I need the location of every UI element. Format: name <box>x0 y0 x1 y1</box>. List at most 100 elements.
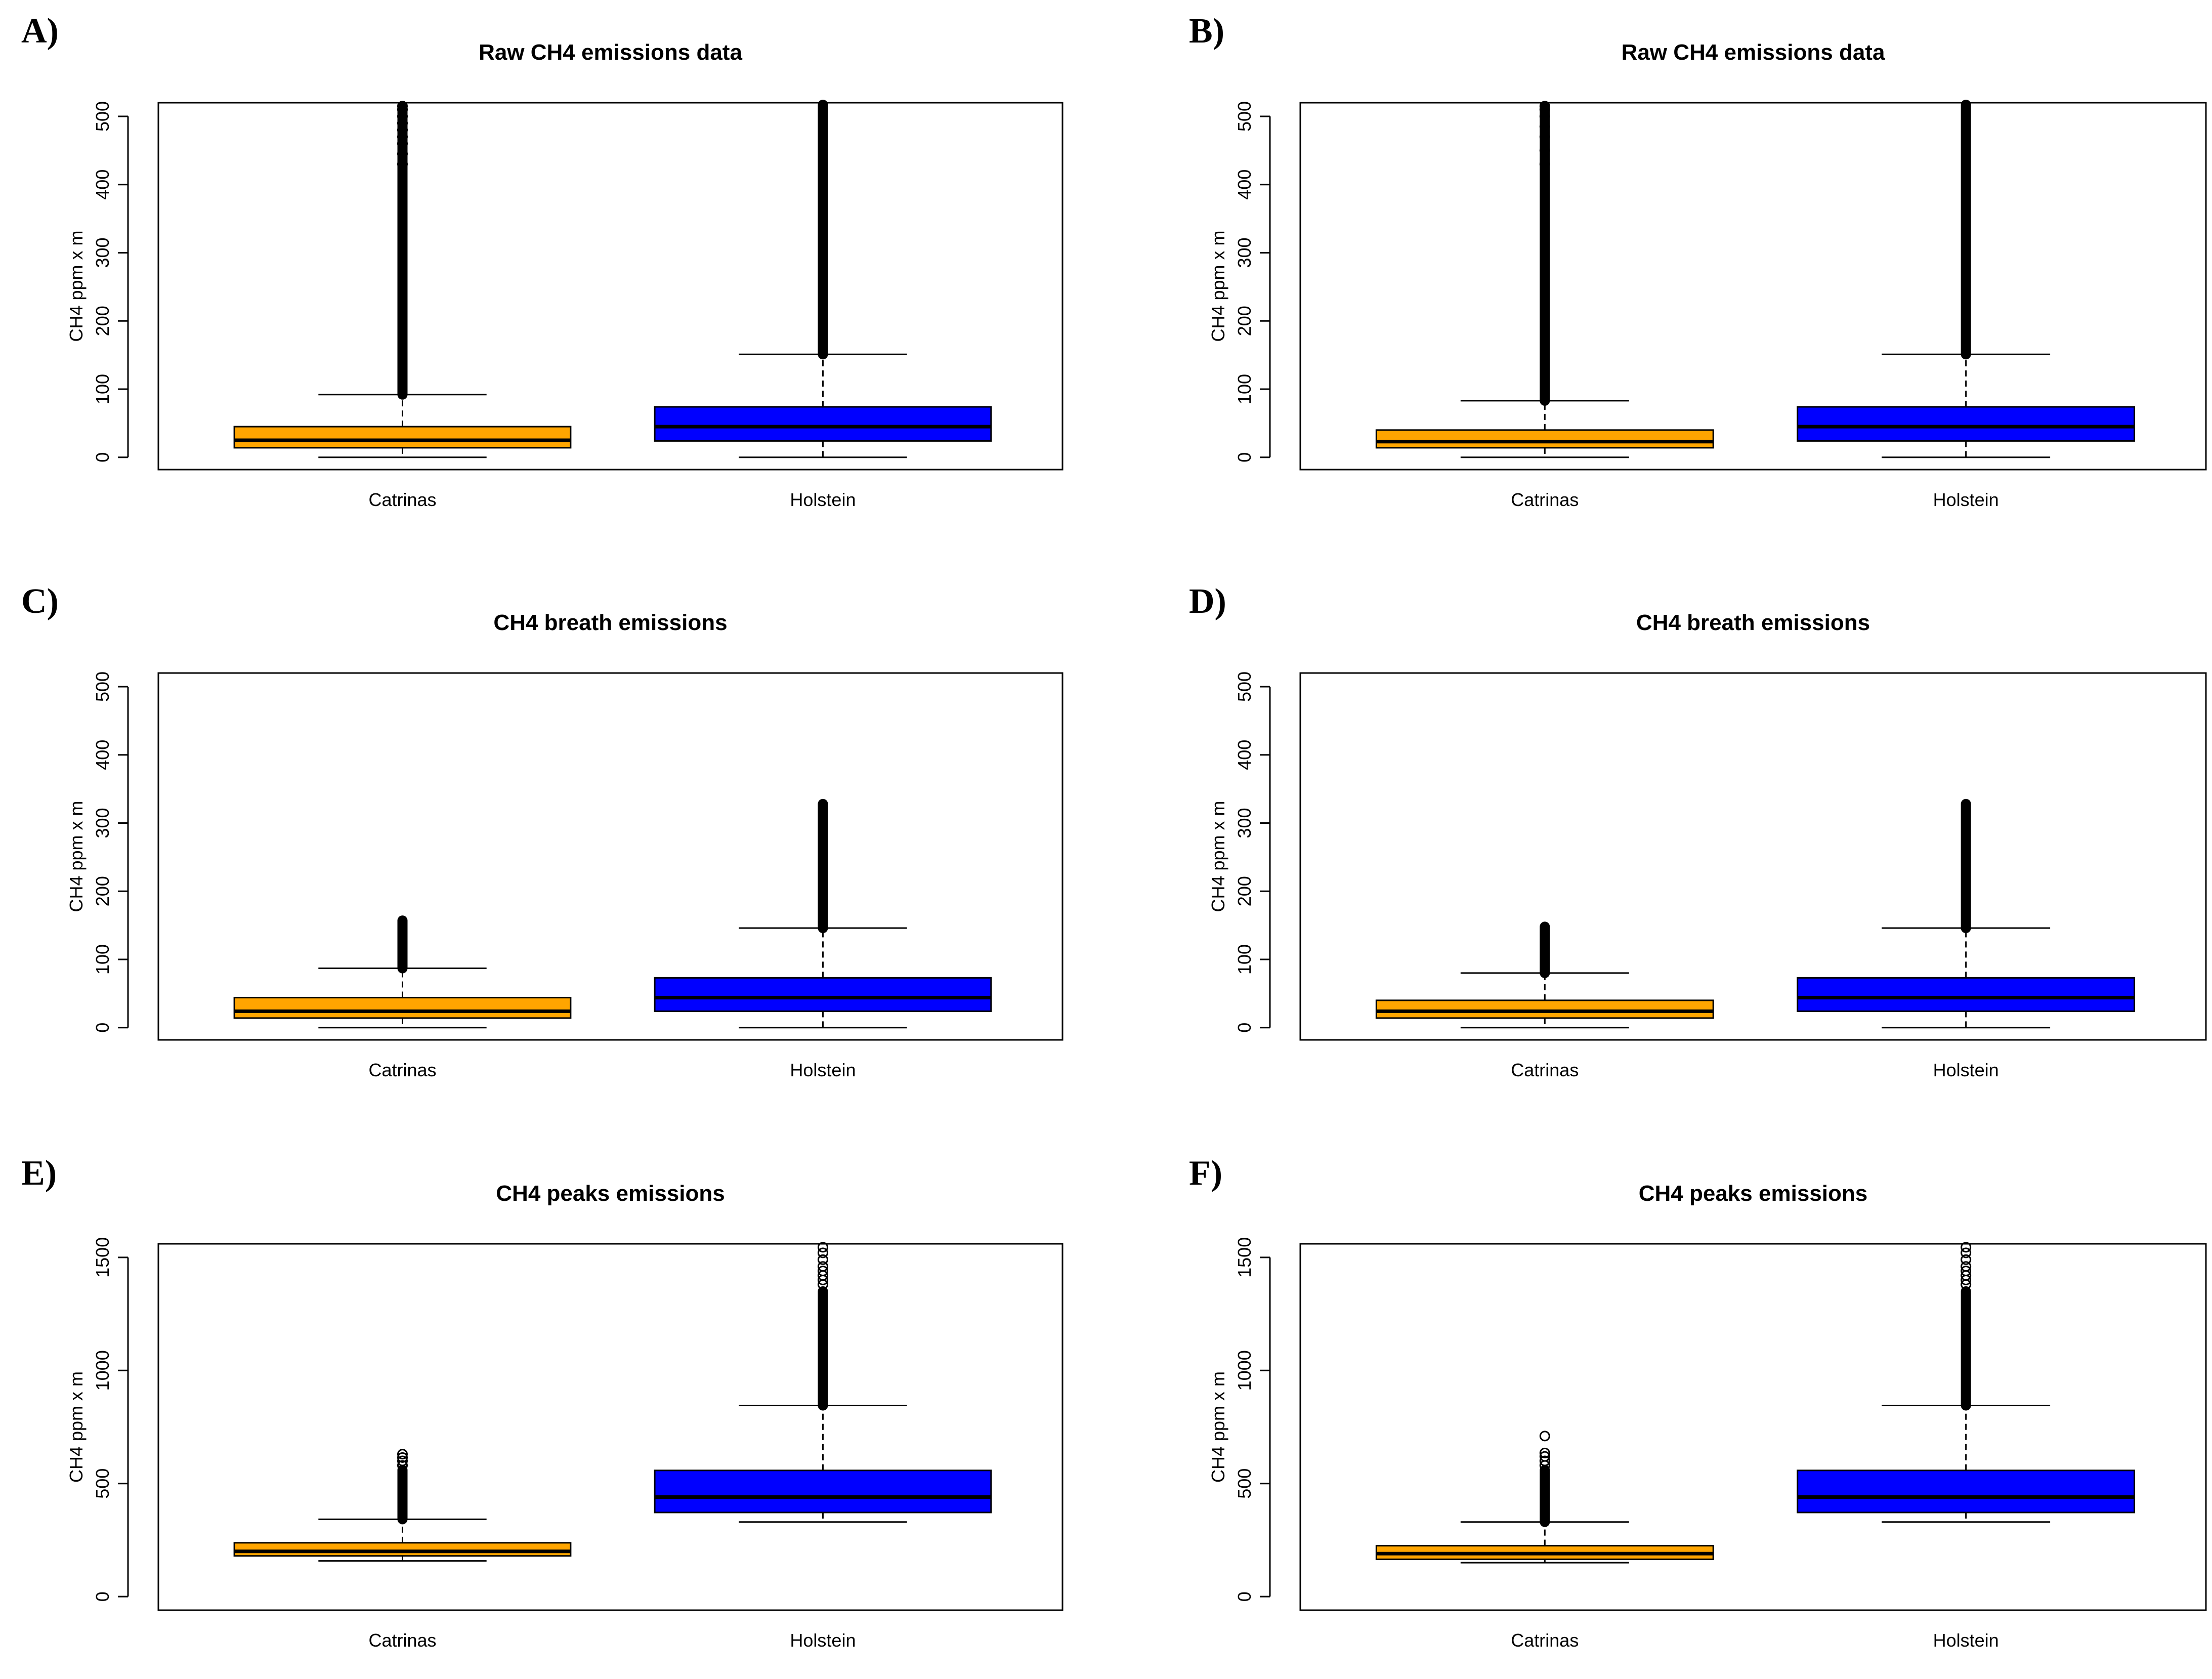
y-tick-label: 200 <box>92 306 113 336</box>
y-axis-label: CH4 ppm x m <box>1208 1371 1228 1483</box>
outlier-point <box>397 131 408 142</box>
chart-title: CH4 peaks emissions <box>496 1181 725 1206</box>
outlier-point <box>1539 1455 1550 1466</box>
y-axis-label: CH4 ppm x m <box>1208 230 1228 342</box>
box-body <box>233 426 572 449</box>
outlier-point <box>1539 1431 1550 1442</box>
y-tick-label: 0 <box>1234 1591 1255 1602</box>
outlier-point <box>1539 145 1550 156</box>
box-body <box>654 406 992 442</box>
plot-frame <box>1299 672 2207 1041</box>
outlier-point <box>1961 1266 1972 1277</box>
panel-a: A) Raw CH4 emissions data 0 100 200 300 400 500… <box>21 12 1064 510</box>
panel-f: F) CH4 peaks emissions 0 500 1000 1500 CH4 ppm… <box>1189 1154 2207 1651</box>
plot-frame <box>157 102 1064 471</box>
outlier-point <box>397 124 408 136</box>
box-holstein <box>654 100 992 458</box>
x-tick-label: Holstein <box>790 489 856 510</box>
outlier-point <box>817 1254 828 1265</box>
y-tick-label: 300 <box>92 808 113 838</box>
x-tick-label: Catrinas <box>1511 489 1579 510</box>
y-tick-label: 200 <box>1234 876 1255 906</box>
box-catrinas <box>233 101 572 458</box>
plot-frame <box>157 672 1064 1041</box>
y-axis-label: CH4 ppm x m <box>1208 801 1228 912</box>
y-tick-label: 200 <box>92 876 113 906</box>
x-tick-label: Catrinas <box>368 1060 436 1080</box>
outlier-point <box>817 1242 828 1253</box>
x-tick-label: Catrinas <box>1511 1630 1579 1651</box>
box-body <box>1375 999 1714 1019</box>
y-tick-label: 500 <box>92 101 113 132</box>
panel-b: B) Raw CH4 emissions data 0 100 200 300 400 500… <box>1189 12 2207 510</box>
outlier-point <box>1539 111 1550 122</box>
plot-frame <box>157 1243 1064 1611</box>
outlier-point <box>397 138 408 149</box>
y-tick-label: 300 <box>92 237 113 268</box>
y-tick-label: 0 <box>92 1591 113 1602</box>
y-tick-label: 100 <box>1234 374 1255 404</box>
outlier-point <box>1539 121 1550 132</box>
outlier-point <box>397 111 408 122</box>
outlier-point <box>1539 104 1550 115</box>
chart-title: Raw CH4 emissions data <box>1622 40 1885 65</box>
outlier-point <box>1539 1447 1550 1458</box>
box-catrinas <box>233 1449 572 1562</box>
outlier-point <box>397 104 408 115</box>
y-axis-label: CH4 ppm x m <box>66 1371 87 1483</box>
outlier-point <box>397 117 408 129</box>
y-tick-label: 400 <box>1234 170 1255 200</box>
box-catrinas <box>233 915 572 1029</box>
x-tick-label: Catrinas <box>1511 1060 1579 1080</box>
y-tick-label: 100 <box>92 374 113 404</box>
chart-title: CH4 peaks emissions <box>1639 1181 1867 1206</box>
y-axis-label: CH4 ppm x m <box>66 230 87 342</box>
y-tick-label: 400 <box>1234 740 1255 770</box>
y-tick-label: 100 <box>1234 944 1255 975</box>
outlier-point <box>1539 158 1550 170</box>
outlier-point <box>397 148 408 159</box>
box-body <box>1797 406 2136 442</box>
box-holstein <box>654 799 992 1029</box>
y-axis-label: CH4 ppm x m <box>66 801 87 912</box>
box-body <box>1797 1470 2136 1514</box>
outlier-point <box>397 1449 408 1460</box>
outlier-point <box>397 101 408 112</box>
y-tick-label: 300 <box>1234 808 1255 838</box>
panel-label: E) <box>21 1154 57 1193</box>
x-tick-label: Holstein <box>1933 1630 1999 1651</box>
outlier-point <box>817 1266 828 1277</box>
y-tick-label: 100 <box>92 944 113 975</box>
y-tick-label: 0 <box>92 1023 113 1033</box>
chart-title: Raw CH4 emissions data <box>479 40 742 65</box>
y-tick-label: 500 <box>1234 671 1255 702</box>
x-tick-label: Catrinas <box>368 1630 436 1651</box>
box-body <box>654 977 992 1012</box>
x-tick-label: Holstein <box>1933 489 1999 510</box>
box-body <box>1375 429 1714 449</box>
outlier-point <box>1961 1254 1972 1265</box>
outlier-point <box>1961 1242 1972 1253</box>
panel-label: B) <box>1189 12 1224 51</box>
box-body <box>654 1470 992 1514</box>
box-catrinas <box>1375 101 1714 458</box>
x-tick-label: Holstein <box>1933 1060 1999 1080</box>
y-tick-label: 1000 <box>1234 1350 1255 1391</box>
plot-frame <box>1299 1243 2207 1611</box>
x-tick-label: Catrinas <box>368 489 436 510</box>
y-tick-label: 0 <box>92 452 113 463</box>
box-holstein <box>654 1242 992 1523</box>
outlier-point <box>1961 1247 1972 1258</box>
box-catrinas <box>1375 921 1714 1029</box>
panel-label: A) <box>21 12 59 51</box>
box-body <box>1797 977 2136 1012</box>
y-tick-label: 500 <box>92 1468 113 1499</box>
panel-label: D) <box>1189 582 1226 621</box>
y-tick-label: 500 <box>92 671 113 702</box>
y-tick-label: 300 <box>1234 237 1255 268</box>
outlier-point <box>397 1455 408 1466</box>
outlier-point <box>1961 1261 1972 1272</box>
y-tick-label: 0 <box>1234 1023 1255 1033</box>
panel-d: D) CH4 breath emissions 0 100 200 300 400 500 CH… <box>1189 582 2207 1080</box>
